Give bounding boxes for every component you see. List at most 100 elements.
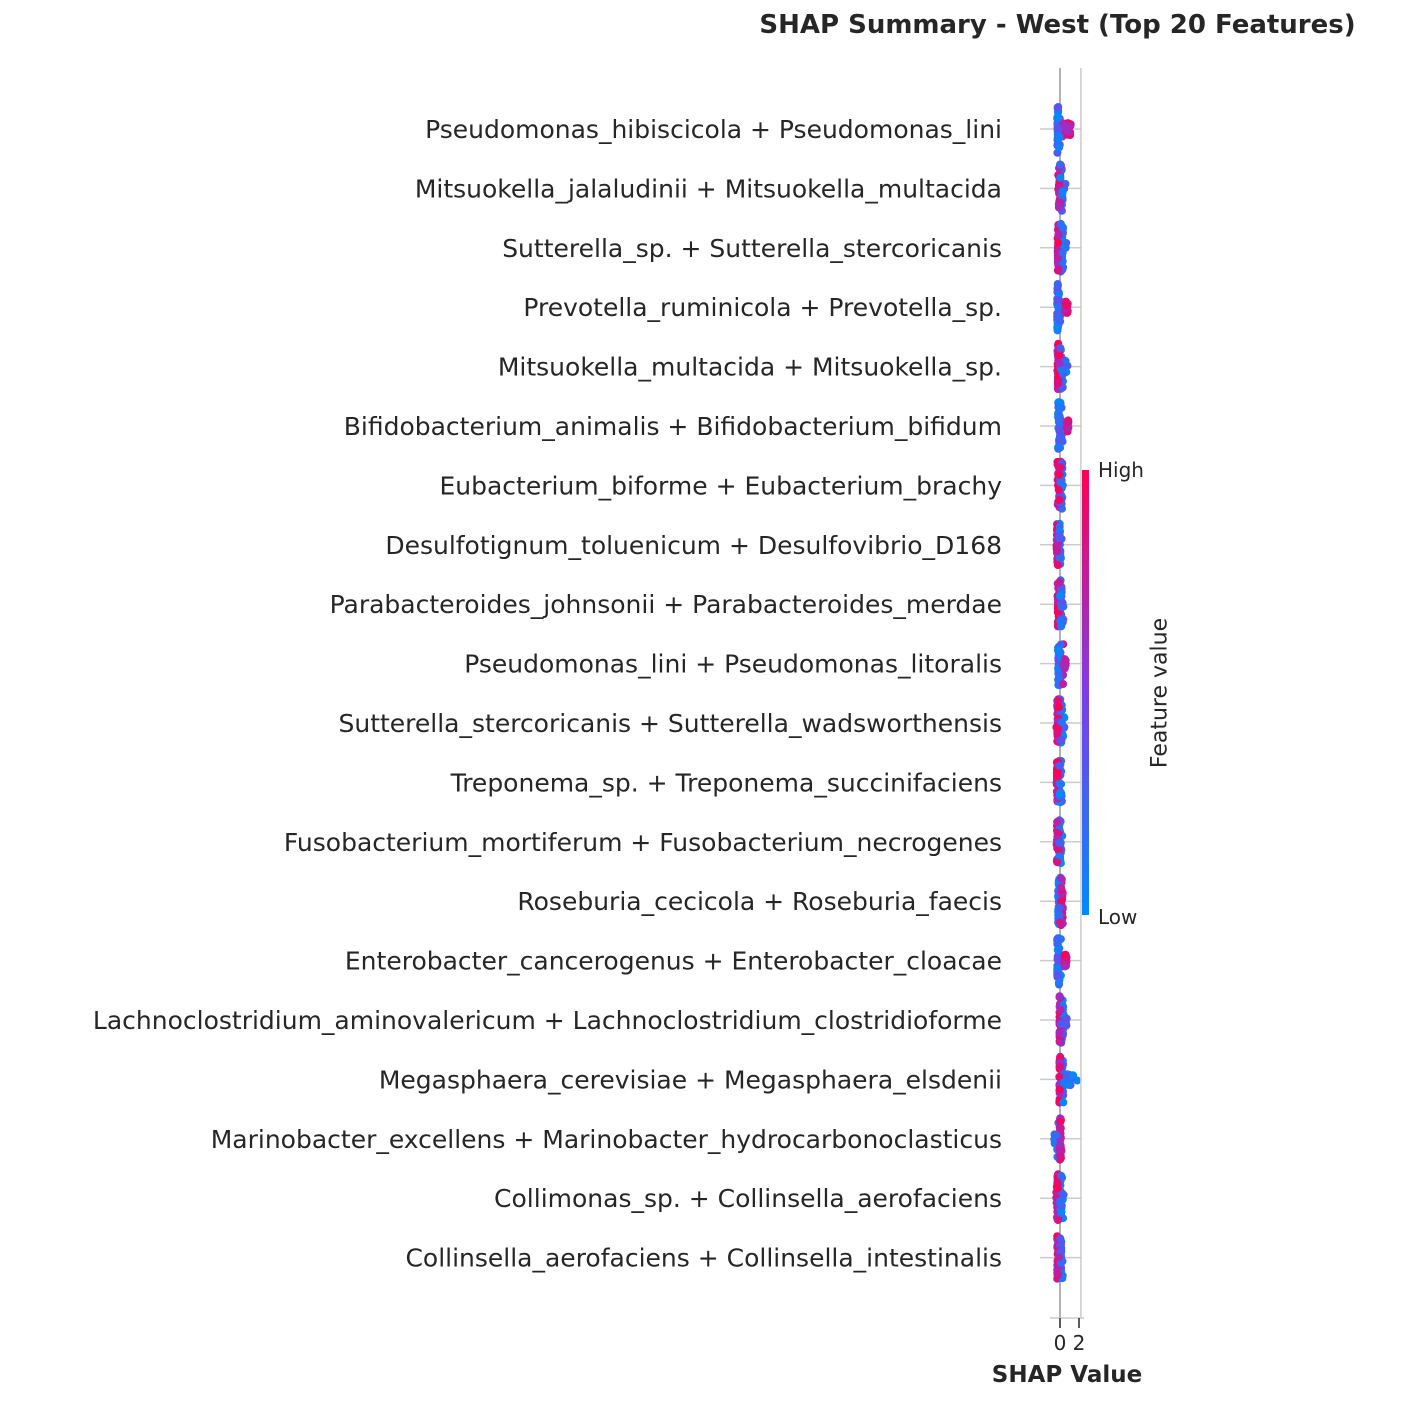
shap-point-high	[1060, 950, 1069, 959]
shap-point-high	[1055, 1072, 1064, 1081]
shap-point-low	[1057, 718, 1066, 727]
shap-point-high	[1054, 239, 1063, 247]
shap-point-low	[1057, 1020, 1065, 1029]
shap-point-high	[1054, 485, 1063, 494]
shap-point-high	[1055, 496, 1064, 505]
shap-point-high	[1054, 231, 1063, 239]
feature-swarm	[1053, 457, 1067, 513]
feature-label: Pseudomonas_hibiscicola + Pseudomonas_li…	[425, 115, 1002, 144]
shap-point-high	[1057, 874, 1065, 883]
feature-swarm	[1055, 992, 1071, 1047]
feature-label: Mitsuokella_multacida + Mitsuokella_sp.	[498, 353, 1002, 382]
feature-swarm	[1055, 1052, 1082, 1107]
feature-label: Pseudomonas_lini + Pseudomonas_litoralis	[464, 650, 1002, 679]
feature-swarm	[1053, 103, 1075, 157]
shap-point-low	[1056, 1197, 1065, 1205]
shap-point-high	[1055, 1085, 1064, 1094]
feature-label: Megasphaera_cerevisiae + Megasphaera_els…	[379, 1065, 1002, 1094]
shap-point-low	[1053, 124, 1062, 133]
shap-point-high	[1062, 301, 1071, 310]
shap-point-high	[1056, 1123, 1065, 1132]
shap-point-low	[1054, 646, 1063, 655]
shap-point-low	[1056, 443, 1065, 452]
shap-point-high	[1055, 992, 1064, 1001]
feature-swarm	[1052, 695, 1069, 747]
shap-point-low	[1056, 478, 1065, 487]
shap-points	[1050, 103, 1082, 1283]
shap-point-high	[1054, 696, 1063, 705]
shap-point-high	[1057, 897, 1065, 906]
feature-label: Collinsella_aerofaciens + Collinsella_in…	[405, 1244, 1002, 1273]
shap-point-high	[1054, 1270, 1062, 1278]
shap-point-high	[1055, 359, 1064, 368]
shap-point-high	[1056, 1005, 1065, 1014]
shap-point-high	[1053, 771, 1062, 780]
shap-point-high	[1053, 561, 1062, 570]
shap-point-low	[1055, 944, 1064, 953]
feature-label: Lachnoclostridium_aminovalericum + Lachn…	[93, 1006, 1002, 1035]
shap-point-high	[1052, 722, 1061, 731]
shap-point-low	[1056, 403, 1065, 412]
shap-point-high	[1054, 845, 1063, 854]
feature-swarm	[1053, 576, 1068, 631]
shap-point-high	[1054, 463, 1063, 472]
shap-point-high	[1053, 829, 1062, 837]
shap-point-high	[1060, 664, 1069, 673]
shap-point-low	[1055, 839, 1064, 848]
shap-point-low	[1055, 531, 1064, 539]
shap-point-low	[1056, 419, 1065, 428]
feature-label: Treponema_sp. + Treponema_succinifaciens	[450, 768, 1002, 797]
shap-point-high	[1061, 121, 1070, 130]
shap-point-high	[1055, 578, 1064, 587]
shap-point-low	[1053, 935, 1062, 943]
feature-label: Sutterella_stercoricanis + Sutterella_wa…	[338, 709, 1002, 738]
feature-label: Fusobacterium_mortiferum + Fusobacterium…	[284, 828, 1002, 857]
shap-point-high	[1053, 817, 1062, 826]
feature-swarm	[1053, 280, 1072, 335]
shap-point-low	[1069, 1071, 1078, 1080]
feature-swarm	[1054, 160, 1070, 215]
shap-point-low	[1055, 133, 1064, 142]
shap-point-low	[1057, 736, 1066, 744]
feature-swarm	[1050, 1114, 1066, 1164]
shap-point-low	[1056, 1234, 1065, 1243]
shap-point-low	[1054, 113, 1063, 122]
shap-point-low	[1055, 789, 1064, 798]
shap-point-low	[1055, 779, 1064, 788]
feature-swarm	[1054, 640, 1070, 690]
feature-swarm	[1053, 934, 1071, 989]
feature-label: Roseburia_cecicola + Roseburia_faecis	[517, 887, 1002, 916]
shap-point-low	[1053, 970, 1062, 979]
shap-point-low	[1055, 427, 1064, 436]
feature-swarm	[1052, 816, 1067, 868]
shap-point-high	[1057, 883, 1065, 892]
feature-label: Bifidobacterium_animalis + Bifidobacteri…	[344, 412, 1002, 441]
shap-point-high	[1056, 1152, 1064, 1161]
shap-point-high	[1055, 351, 1064, 360]
shap-point-high	[1055, 1063, 1064, 1072]
shap-point-low	[1058, 187, 1067, 196]
feature-swarm	[1052, 1170, 1068, 1225]
shap-point-high	[1060, 962, 1069, 971]
shap-point-low	[1057, 602, 1066, 611]
shap-point-low	[1055, 143, 1064, 152]
colorbar-low-label: Low	[1098, 905, 1138, 929]
shap-point-high	[1053, 1184, 1062, 1193]
shap-point-high	[1059, 680, 1068, 688]
shap-point-low	[1055, 761, 1064, 770]
shap-point-low	[1055, 673, 1063, 682]
shap-point-low	[1058, 248, 1067, 257]
shap-point-low	[1062, 1015, 1071, 1024]
feature-label: Desulfotignum_toluenicum + Desulfovibrio…	[385, 531, 1002, 560]
colorbar	[1082, 470, 1089, 915]
feature-swarm	[1053, 339, 1072, 393]
feature-swarm	[1052, 756, 1066, 807]
shap-point-low	[1055, 903, 1064, 912]
colorbar-high-label: High	[1098, 458, 1144, 482]
shap-point-high	[1055, 470, 1064, 479]
colorbar-title: Feature value	[1147, 617, 1173, 769]
feature-swarm	[1052, 519, 1066, 570]
feature-label: Marinobacter_excellens + Marinobacter_hy…	[211, 1125, 1002, 1154]
shap-point-high	[1054, 1253, 1063, 1262]
